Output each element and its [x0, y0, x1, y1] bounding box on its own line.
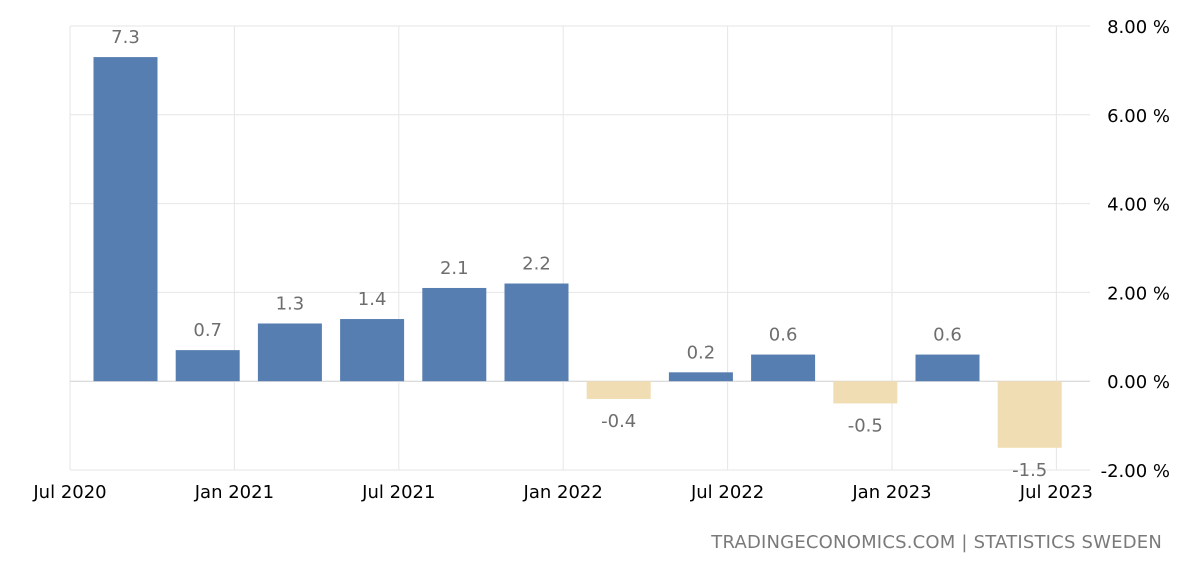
data-label: 0.2 — [687, 342, 716, 363]
bar — [833, 381, 898, 404]
y-tick-label: 8.00 % — [1107, 17, 1170, 38]
x-tick-label: Jan 2021 — [194, 482, 274, 503]
bar-chart: 7.30.71.3 1.42.1 2.2-0.40.20.6-0.50.6-1.5 … — [32, 17, 1170, 503]
data-label: -1.5 — [1012, 460, 1047, 481]
bar — [586, 381, 651, 399]
data-label: 0.6 — [769, 325, 798, 346]
x-tick-label: Jan 2022 — [523, 482, 603, 503]
data-label: 2.1 — [440, 258, 469, 279]
data-labels: 7.3 0.7 1.3 1.4 2.1 2.2 -0.4 0.2 0.6 -0.5 0.6 -1.5 — [111, 27, 1047, 481]
x-tick-label: Jan 2023 — [851, 482, 931, 503]
data-label: 1.3 — [276, 293, 305, 314]
bar — [93, 57, 158, 382]
data-label: 7.3 — [111, 27, 140, 48]
data-label: 0.7 — [193, 320, 222, 341]
data-label: 0.6 — [933, 325, 962, 346]
bar — [422, 287, 487, 382]
bars — [93, 57, 1062, 448]
bar — [751, 354, 816, 382]
data-label: 1.4 — [358, 289, 387, 310]
y-tick-label: -2.00 % — [1101, 461, 1170, 482]
data-label: 2.2 — [522, 254, 551, 275]
bar — [340, 319, 405, 382]
bar — [257, 323, 322, 382]
y-tick-label: 6.00 % — [1107, 106, 1170, 127]
bar — [997, 381, 1062, 448]
x-tick-label: Jul 2020 — [32, 482, 106, 503]
y-tick-label: 0.00 % — [1107, 372, 1170, 393]
bar — [915, 354, 980, 382]
data-label: -0.4 — [601, 411, 636, 432]
x-tick-label: Jul 2021 — [361, 482, 435, 503]
bar — [175, 350, 240, 382]
x-tick-label: Jul 2022 — [690, 482, 764, 503]
source-credit: TRADINGECONOMICS.COM | STATISTICS SWEDEN — [711, 532, 1162, 553]
bar — [668, 372, 733, 382]
x-tick-label: Jul 2023 — [1019, 482, 1093, 503]
y-tick-label: 4.00 % — [1107, 195, 1170, 216]
grid — [69, 25, 1090, 471]
bar — [504, 283, 569, 382]
y-axis-ticks: 8.00 % 6.00 % 4.00 % 2.00 % 0.00 % -2.00 % — [1101, 17, 1170, 482]
y-tick-label: 2.00 % — [1107, 283, 1170, 304]
x-axis-ticks: Jul 2020 Jan 2021 Jul 2021 Jan 2022 Jul 2022… — [32, 482, 1093, 503]
data-label: -0.5 — [848, 415, 883, 436]
